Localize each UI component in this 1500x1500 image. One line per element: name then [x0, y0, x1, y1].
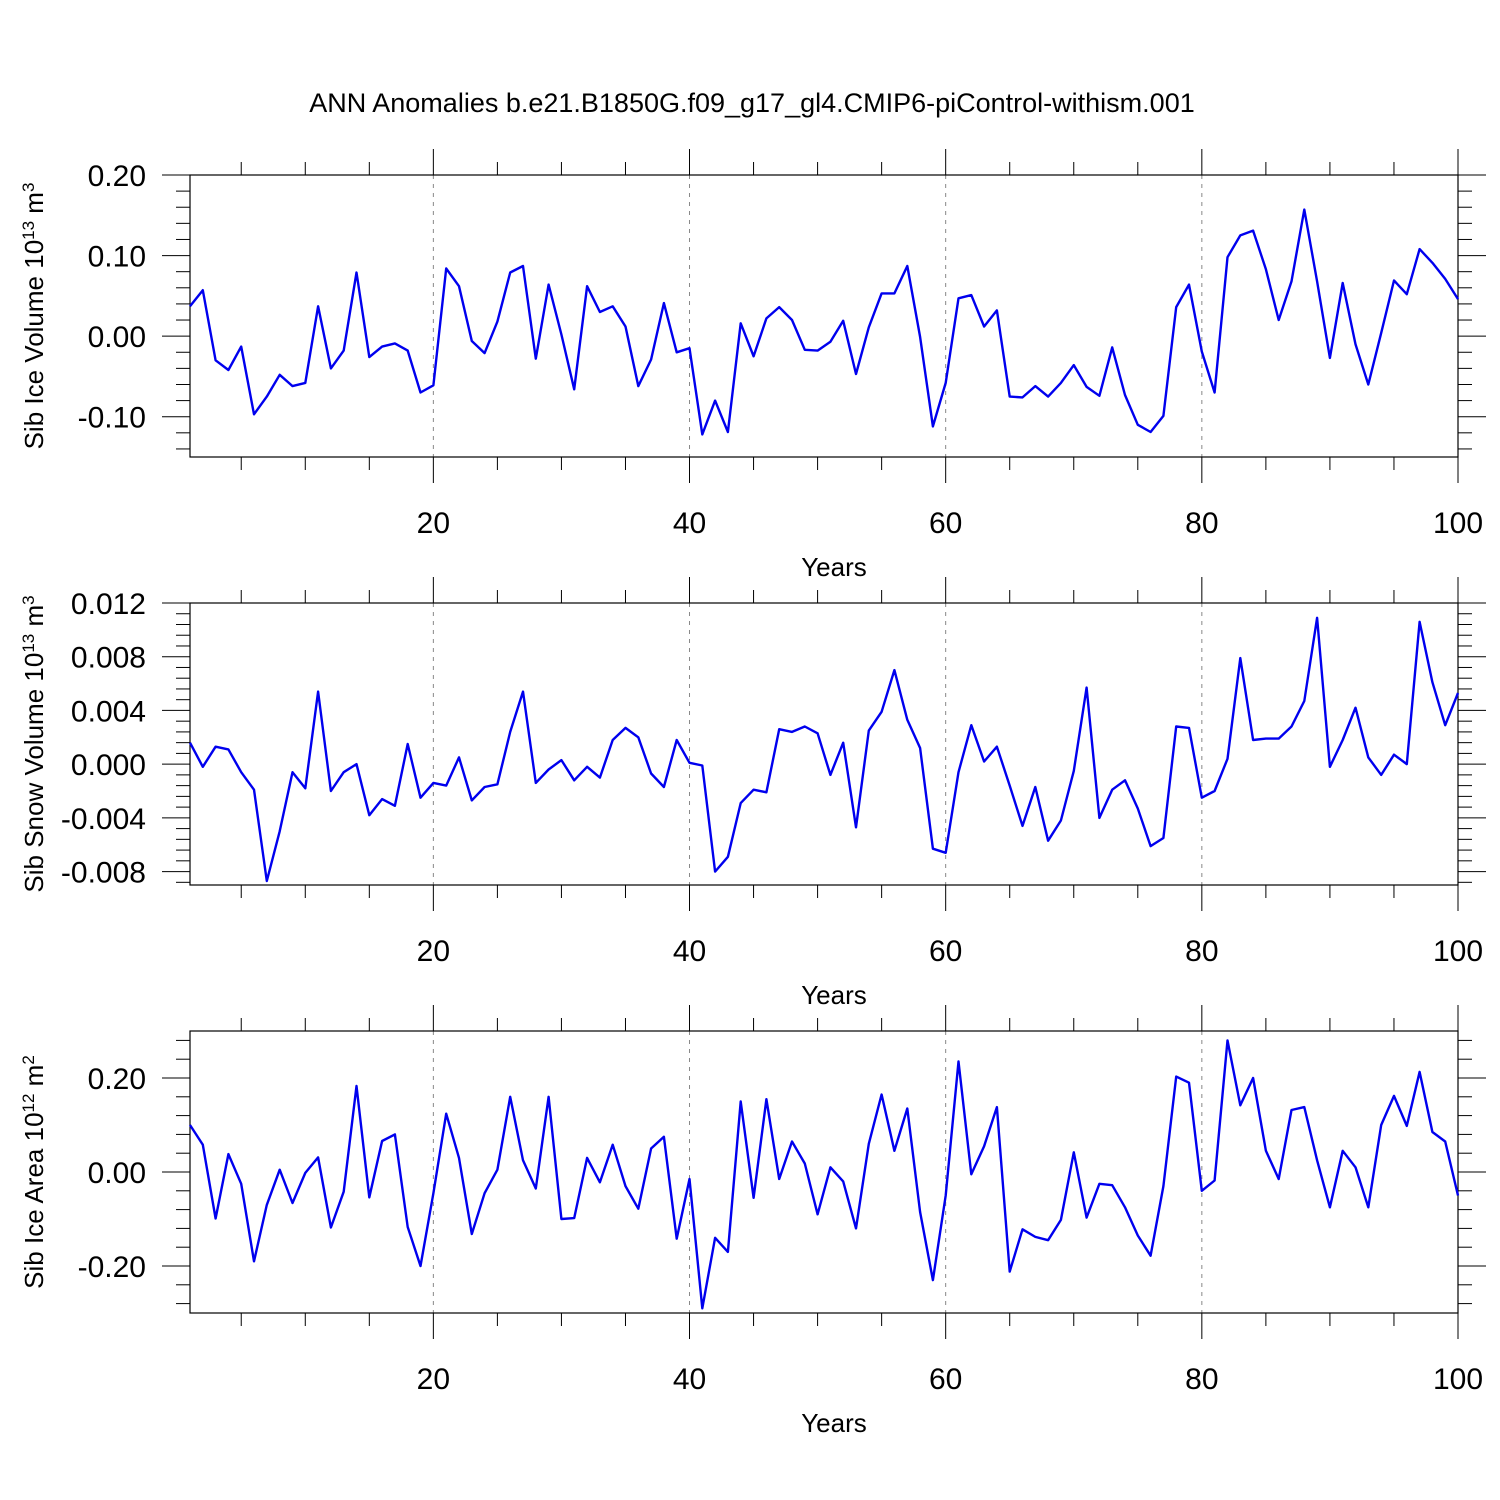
x-tick-label: 40: [673, 935, 706, 968]
y-tick-label: -0.008: [61, 857, 146, 890]
x-tick-label: 40: [673, 1363, 706, 1396]
x-axis-label: Years: [801, 1408, 867, 1438]
x-tick-label: 60: [929, 935, 962, 968]
y-tick-label: 0.00: [88, 1157, 146, 1190]
plot-frame: [189, 174, 1459, 458]
x-tick-label: 100: [1433, 507, 1483, 540]
x-axis-label: Years: [801, 980, 867, 1010]
x-tick-label: 60: [929, 507, 962, 540]
plot-frame: [189, 602, 1459, 886]
y-tick-label: 0.20: [88, 1063, 146, 1096]
panel-3: 20 40 60 80 100 0.20 0.00 -0.20 Years Sib Ice Are…: [19, 1005, 1486, 1438]
y-tick-label: 0.004: [71, 695, 146, 728]
chart-title: ANN Anomalies b.e21.B1850G.f09_g17_gl4.C…: [309, 88, 1194, 118]
y-tick-label: 0.008: [71, 642, 146, 675]
x-tick-label: 80: [1185, 935, 1218, 968]
x-tick-label: 80: [1185, 507, 1218, 540]
y-axis-label: Sib Snow Volume 1013 m3: [19, 595, 50, 892]
x-tick-label: 60: [929, 1363, 962, 1396]
y-tick-label: 0.012: [71, 588, 146, 621]
y-tick-label: 0.20: [88, 160, 146, 193]
x-tick-label: 100: [1433, 1363, 1483, 1396]
y-tick-label: 0.10: [88, 241, 146, 274]
series-line: [188, 616, 1460, 883]
y-axis-label: Sib Ice Volume 1013 m3: [19, 183, 50, 450]
panel-2: 20 40 60 80 100 0.012 0.008 0.004 0.000 -0.004 -0.…: [19, 577, 1486, 1010]
x-tick-label: 40: [673, 507, 706, 540]
y-tick-label: -0.20: [78, 1251, 146, 1284]
x-tick-label: 80: [1185, 1363, 1218, 1396]
x-axis-label: Years: [801, 552, 867, 582]
panel-1: 20 40 60 80 100 0.20 0.10 0.00 -0.10 Years Sib Ice…: [19, 149, 1486, 582]
y-tick-label: 0.00: [88, 321, 146, 354]
series-line: [189, 208, 1460, 436]
series-line: [188, 1039, 1460, 1310]
plot-frame: [189, 1030, 1459, 1314]
x-tick-label: 100: [1433, 935, 1483, 968]
x-tick-label: 20: [417, 1363, 450, 1396]
y-tick-label: -0.004: [61, 803, 146, 836]
panels: 20 40 60 80 100 0.20 0.10 0.00 -0.10 Years Sib Ice…: [19, 149, 1486, 1438]
y-tick-label: -0.10: [78, 402, 146, 435]
x-tick-label: 20: [417, 935, 450, 968]
y-tick-label: 0.000: [71, 749, 146, 782]
x-tick-label: 20: [417, 507, 450, 540]
y-axis-label: Sib Ice Area 1012 m2: [19, 1055, 50, 1289]
